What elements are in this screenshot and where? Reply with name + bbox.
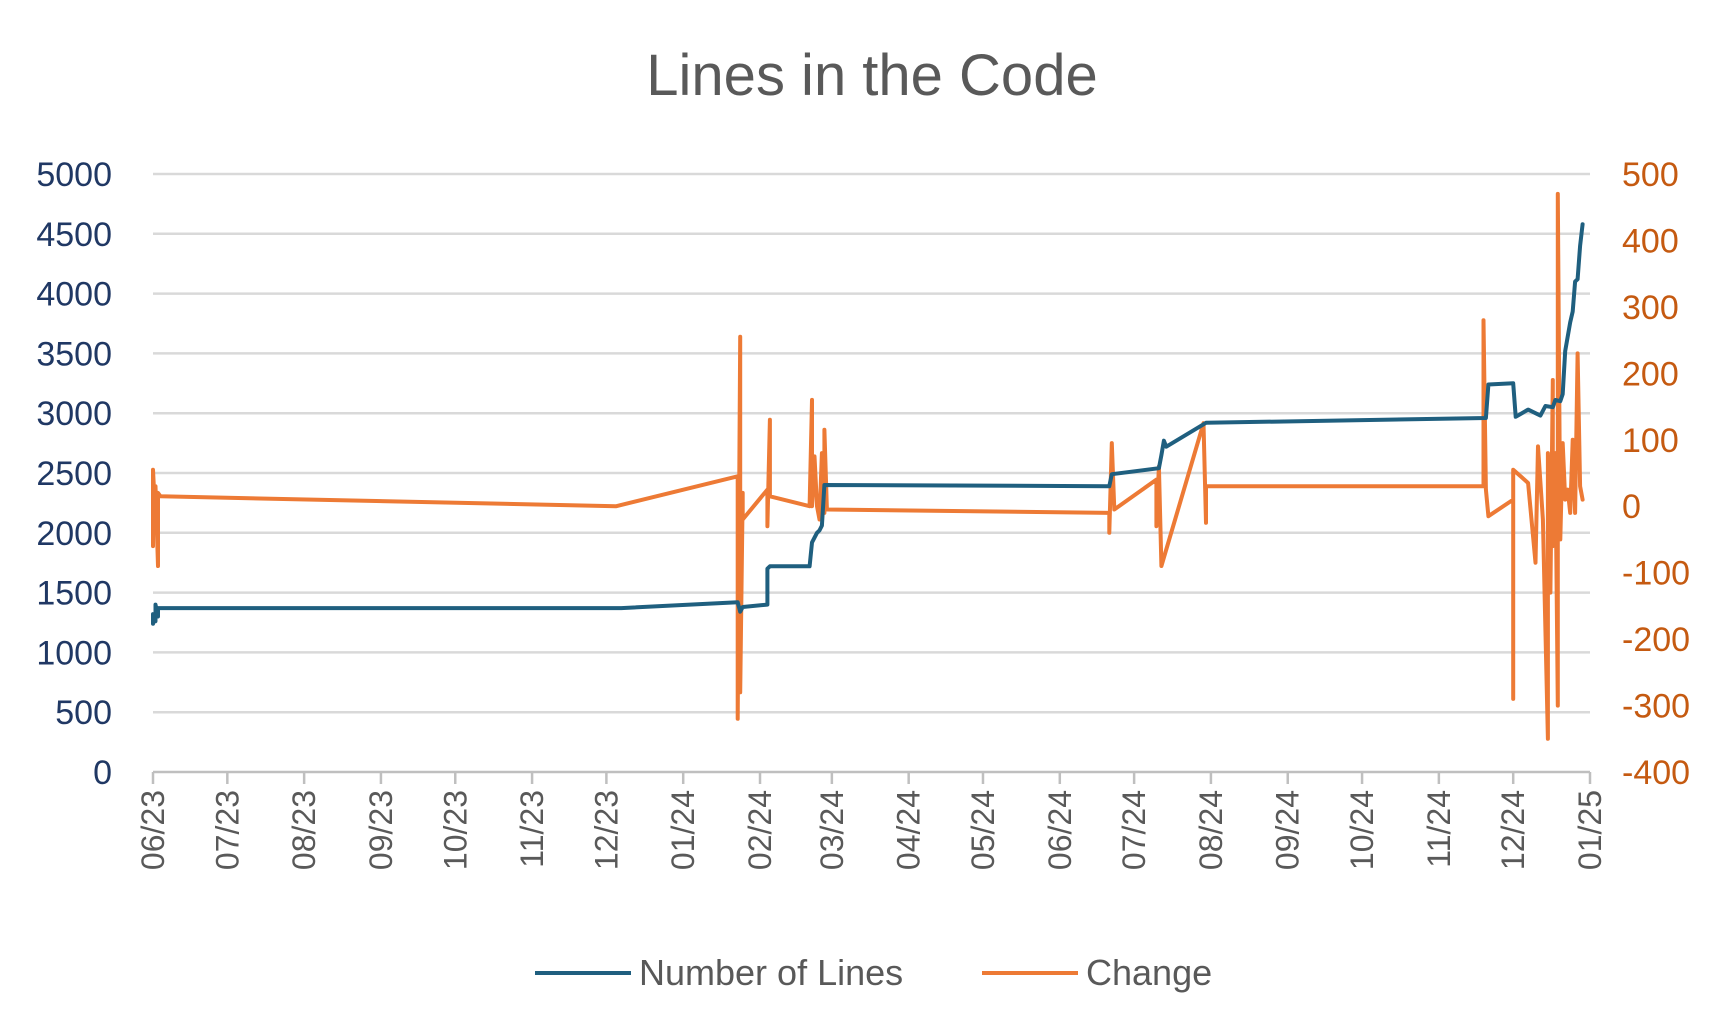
legend-number-of-lines-label: Number of Lines [639,952,903,993]
series-number-of-lines [151,222,1585,626]
y-right-tick-label: 300 [1622,289,1679,327]
chart-title: Lines in the Code [646,43,1097,108]
gridlines [153,172,1590,714]
x-tick-label: 05/24 [965,790,1001,870]
y-left-tick-label: 4500 [36,216,112,254]
y-left-tick-label: 2000 [36,515,112,553]
y-right-tick-label: 100 [1622,422,1679,460]
y-left-tick-label: 4000 [36,276,112,314]
y-right-tick-label: -100 [1622,555,1690,593]
y-left-tick-label: 3500 [36,335,112,373]
y-left-tick-label: 1500 [36,575,112,613]
legend: Number of Lines Change [535,952,1212,993]
x-tick-label: 08/24 [1193,790,1229,870]
y-right-tick-label: 500 [1622,156,1679,194]
legend-change-label: Change [1086,952,1212,993]
x-tick-label: 02/24 [742,790,778,870]
y-right-tick-label: 0 [1622,488,1641,526]
x-tick-label: 01/24 [665,790,701,870]
series-lines [151,191,1585,741]
x-axis [151,770,1592,784]
x-tick-label: 10/23 [437,790,473,870]
x-tick-label: 08/23 [286,790,322,870]
x-tick-label: 11/24 [1421,790,1457,868]
x-tick-label: 06/24 [1042,790,1078,870]
x-tick-label: 11/23 [514,790,550,868]
x-tick-label: 09/24 [1270,790,1306,870]
x-tick-label: 07/24 [1116,790,1152,870]
y-right-tick-label: -400 [1622,754,1690,792]
y-right-tick-label: 400 [1622,222,1679,260]
x-tick-label: 01/25 [1572,790,1608,870]
x-tick-label: 12/24 [1495,790,1531,870]
x-tick-label: 12/23 [588,790,624,870]
y-left-tick-label: 0 [93,754,112,792]
y-right-tick-label: -300 [1622,688,1690,726]
y-right-tick-label: 200 [1622,355,1679,393]
x-axis-tick-labels: 06/23 07/23 08/23 09/23 10/23 11/23 12/23 01/24… [135,790,1608,870]
x-tick-label: 04/24 [891,790,927,870]
x-tick-label: 06/23 [135,790,171,870]
x-tick-label: 09/23 [363,790,399,870]
y-left-tick-label: 5000 [36,156,112,194]
y-left-tick-label: 3000 [36,395,112,433]
y-right-tick-label: -200 [1622,621,1690,659]
y-axis-right: -400 -300 -200 -100 0 100 200 300 400 500 [1622,156,1690,792]
x-tick-label: 03/24 [814,790,850,870]
y-left-tick-label: 2500 [36,455,112,493]
x-tick-label: 07/23 [209,790,245,870]
series-change [151,191,1585,741]
y-left-tick-label: 500 [55,694,112,732]
x-tick-label: 10/24 [1344,790,1380,870]
y-axis-left: 0 500 1000 1500 2000 2500 3000 3500 4000 4500 5000 [36,156,112,792]
y-left-tick-label: 1000 [36,634,112,672]
